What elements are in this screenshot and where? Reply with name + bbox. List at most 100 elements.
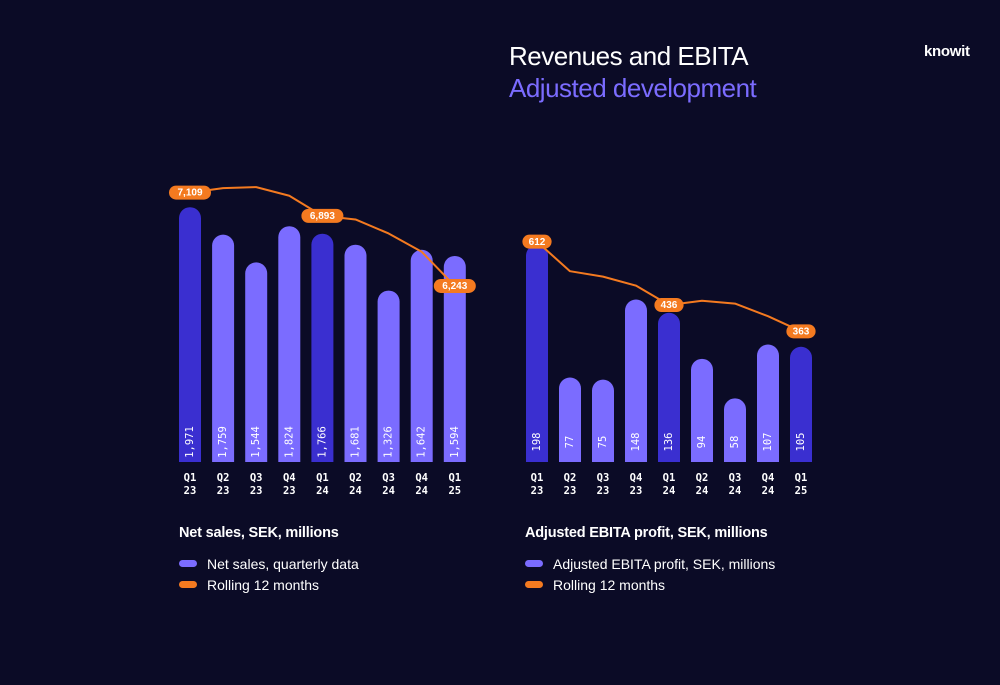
bar-net-sales-3 (245, 262, 268, 462)
rolling-point-label-ebita-1: 612 (529, 237, 546, 248)
x-tick-label-net-sales-6: Q2 (349, 472, 362, 484)
x-tick-label-net-sales-2: 23 (217, 485, 230, 497)
bar-ebita-9 (790, 346, 812, 462)
bar-value-label-ebita-2: 77 (564, 436, 576, 449)
bar-value-label-net-sales-3: 1,544 (250, 426, 262, 458)
x-tick-label-ebita-7: 24 (729, 485, 742, 497)
rolling-point-label-ebita-9: 363 (793, 326, 810, 337)
legend-label-ebita-quarterly: Adjusted EBITA profit, SEK, millions (553, 555, 776, 572)
bar-ebita-4 (625, 299, 647, 462)
x-tick-label-ebita-6: 24 (696, 485, 709, 497)
rolling-point-badge-net-sales-9 (433, 278, 476, 293)
rolling-point-badge-net-sales-5 (301, 208, 344, 223)
rolling-point-badge-ebita-5 (654, 298, 684, 313)
legend-ebita: Adjusted EBITA profit, SEK, millions Adj… (525, 525, 775, 595)
bar-net-sales-1 (179, 207, 201, 462)
x-tick-label-net-sales-5: Q1 (316, 472, 329, 484)
page-title-block: Revenues and EBITA Adjusted development (509, 40, 757, 104)
bar-ebita-1 (526, 244, 548, 462)
x-tick-label-net-sales-3: Q3 (250, 472, 263, 484)
bar-value-label-net-sales-1: 1,971 (184, 426, 196, 458)
bar-value-label-net-sales-4: 1,824 (283, 426, 295, 458)
rolling-point-label-net-sales-5: 6,893 (310, 211, 335, 222)
bar-net-sales-9 (443, 255, 466, 462)
rolling-point-badge-net-sales-1 (169, 185, 211, 200)
legend-label-rolling-ebita: Rolling 12 months (553, 576, 666, 593)
bar-net-sales-5 (311, 233, 334, 462)
x-tick-label-net-sales-4: 23 (283, 485, 296, 497)
page-title: Revenues and EBITA (509, 41, 749, 71)
bar-net-sales-6 (344, 244, 367, 462)
x-tick-label-net-sales-8: Q4 (415, 472, 428, 484)
x-tick-label-ebita-1: Q1 (531, 472, 544, 484)
bar-ebita-7 (724, 398, 746, 462)
x-tick-label-ebita-4: Q4 (630, 472, 643, 484)
x-tick-label-net-sales-5: 24 (316, 485, 329, 497)
rolling-point-label-net-sales-9: 6,243 (442, 281, 467, 292)
bar-value-label-net-sales-8: 1,642 (416, 426, 428, 458)
bar-value-label-ebita-3: 75 (597, 436, 609, 449)
legend-label-rolling-net-sales: Rolling 12 months (207, 576, 320, 593)
x-tick-label-ebita-2: Q2 (564, 472, 577, 484)
bar-value-label-ebita-4: 148 (630, 433, 642, 452)
legend-net-sales: Net sales, SEK, millions Net sales, quar… (179, 525, 359, 595)
x-tick-label-ebita-8: Q4 (762, 472, 775, 484)
x-tick-label-net-sales-4: Q4 (283, 472, 296, 484)
bar-value-label-ebita-5: 136 (663, 433, 675, 452)
x-tick-label-ebita-3: Q3 (597, 472, 610, 484)
knowit-logo: knowit (924, 43, 970, 60)
bar-value-label-net-sales-5: 1,766 (316, 426, 328, 458)
page-subtitle: Adjusted development (509, 73, 757, 103)
x-tick-label-ebita-7: Q3 (729, 472, 742, 484)
x-tick-label-ebita-5: Q1 (663, 472, 676, 484)
legend-title-net-sales: Net sales, SEK, millions (179, 525, 339, 541)
x-tick-label-ebita-4: 23 (630, 485, 643, 497)
bar-ebita-8 (757, 344, 779, 462)
bar-value-label-ebita-6: 94 (696, 436, 708, 449)
x-tick-label-net-sales-8: 24 (415, 485, 428, 497)
bar-value-label-ebita-8: 107 (762, 433, 774, 452)
rolling-point-badge-ebita-1 (522, 234, 552, 249)
x-tick-label-net-sales-6: 24 (349, 485, 362, 497)
bar-value-label-ebita-1: 198 (531, 433, 543, 452)
bar-ebita-5 (658, 312, 680, 462)
x-tick-label-net-sales-1: Q1 (184, 472, 197, 484)
x-tick-label-net-sales-2: Q2 (217, 472, 230, 484)
x-tick-label-net-sales-1: 23 (184, 485, 197, 497)
bar-net-sales-4 (278, 226, 301, 462)
rolling-point-badge-ebita-9 (786, 324, 816, 339)
x-tick-label-net-sales-3: 23 (250, 485, 263, 497)
x-tick-label-ebita-1: 23 (531, 485, 544, 497)
bar-ebita-6 (691, 358, 713, 462)
rolling-point-label-net-sales-1: 7,109 (177, 188, 202, 199)
x-tick-label-ebita-2: 23 (564, 485, 577, 497)
bar-value-label-net-sales-6: 1,681 (350, 426, 362, 458)
legend-item-ebita-quarterly: Adjusted EBITA profit, SEK, millions (525, 553, 775, 574)
x-tick-label-ebita-5: 24 (663, 485, 676, 497)
bar-value-label-net-sales-9: 1,594 (449, 426, 461, 458)
legend-title-ebita: Adjusted EBITA profit, SEK, millions (525, 525, 768, 541)
bar-ebita-3 (592, 379, 614, 462)
legend-swatch-bar (525, 560, 543, 567)
x-tick-label-net-sales-7: 24 (382, 485, 395, 497)
bar-value-label-ebita-9: 105 (795, 433, 807, 452)
bar-value-label-net-sales-2: 1,759 (217, 426, 229, 458)
bar-value-label-ebita-7: 58 (729, 436, 741, 449)
legend-label-net-sales-quarterly: Net sales, quarterly data (207, 555, 359, 572)
bar-net-sales-7 (377, 290, 400, 462)
x-tick-label-ebita-8: 24 (762, 485, 775, 497)
bar-net-sales-8 (410, 249, 433, 462)
x-tick-label-ebita-9: 25 (795, 485, 808, 497)
legend-item-net-sales-quarterly: Net sales, quarterly data (179, 553, 359, 574)
bar-net-sales-2 (212, 234, 235, 462)
legend-swatch-line (179, 581, 197, 588)
legend-item-rolling-net-sales: Rolling 12 months (179, 574, 359, 595)
legend-item-rolling-ebita: Rolling 12 months (525, 574, 775, 595)
x-tick-label-ebita-6: Q2 (696, 472, 709, 484)
x-tick-label-ebita-9: Q1 (795, 472, 808, 484)
legend-swatch-bar (179, 560, 197, 567)
x-tick-label-net-sales-9: Q1 (448, 472, 461, 484)
x-tick-label-ebita-3: 23 (597, 485, 610, 497)
legend-swatch-line (525, 581, 543, 588)
